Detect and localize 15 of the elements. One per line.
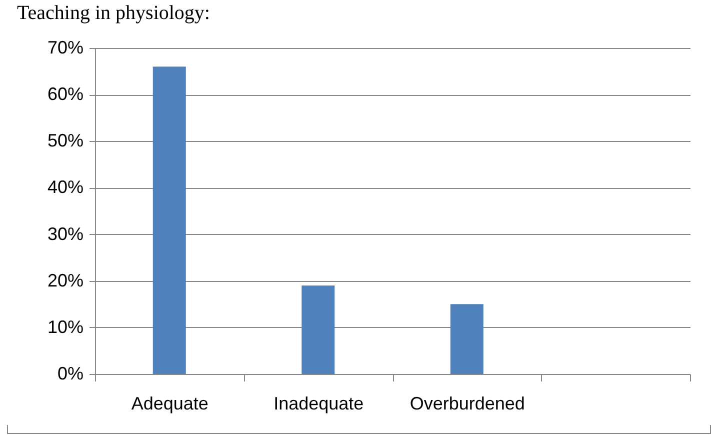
y-tick-label: 70% (47, 38, 84, 58)
x-tick-label: Overburdened (410, 394, 525, 414)
bar (302, 286, 335, 374)
y-tick-label: 10% (47, 316, 84, 337)
y-tick-label: 0% (57, 364, 84, 384)
y-tick-label: 20% (47, 270, 84, 290)
y-tick-label: 60% (47, 84, 84, 104)
bar (450, 304, 484, 374)
y-tick-label: 50% (47, 130, 84, 151)
chart-title: Teaching in physiology: (16, 2, 210, 24)
x-tick-label: Adequate (131, 394, 208, 414)
bar (152, 66, 186, 374)
y-tick-label: 40% (47, 177, 84, 198)
y-tick-label: 30% (47, 224, 84, 244)
x-tick-label: Inadequate (274, 394, 364, 414)
